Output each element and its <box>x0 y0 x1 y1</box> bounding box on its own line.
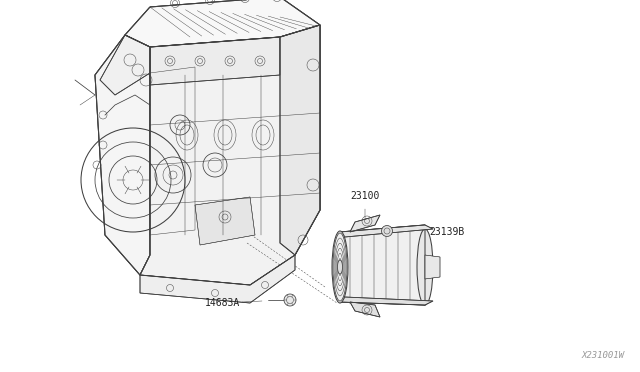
Text: 23100: 23100 <box>350 191 380 201</box>
Polygon shape <box>100 35 150 95</box>
Polygon shape <box>140 255 295 303</box>
Polygon shape <box>340 297 433 305</box>
Polygon shape <box>95 35 150 275</box>
Polygon shape <box>125 0 320 47</box>
Text: X231001W: X231001W <box>582 351 625 360</box>
Ellipse shape <box>332 231 348 303</box>
Polygon shape <box>340 225 433 237</box>
Polygon shape <box>140 25 320 285</box>
Polygon shape <box>195 197 255 245</box>
Circle shape <box>284 294 296 306</box>
Ellipse shape <box>337 260 342 274</box>
Polygon shape <box>350 215 380 232</box>
Circle shape <box>381 225 392 237</box>
Polygon shape <box>425 255 440 279</box>
Polygon shape <box>280 25 320 255</box>
Polygon shape <box>340 225 425 305</box>
Polygon shape <box>350 302 380 317</box>
Polygon shape <box>150 37 280 85</box>
Text: 14683A: 14683A <box>205 298 240 308</box>
Text: 23139B: 23139B <box>429 227 464 237</box>
Ellipse shape <box>417 229 433 305</box>
